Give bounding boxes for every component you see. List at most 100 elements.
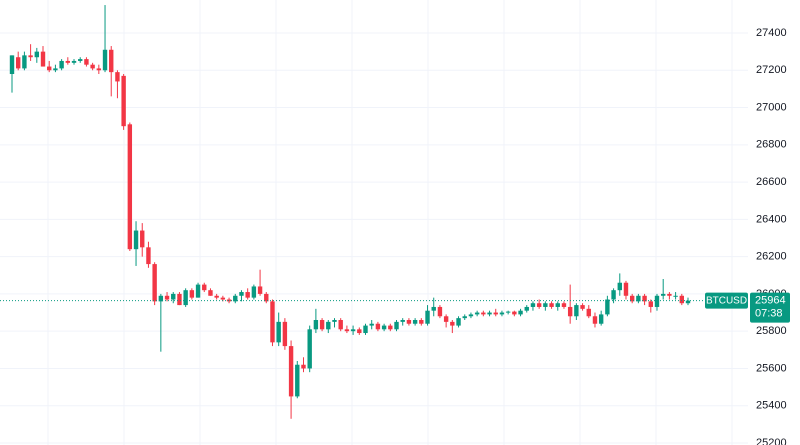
candle-body xyxy=(102,49,108,71)
candle-body xyxy=(40,51,46,67)
candle-body xyxy=(381,325,387,330)
candle-body xyxy=(530,303,536,307)
candle-body xyxy=(344,329,350,332)
y-tick-label: 25600 xyxy=(756,362,787,374)
candle-body xyxy=(288,346,294,397)
candle-body xyxy=(96,68,102,71)
candle-body xyxy=(586,308,591,317)
y-tick-label: 27200 xyxy=(756,64,787,76)
symbol-box xyxy=(705,292,748,309)
price-box xyxy=(750,292,790,323)
candle-body xyxy=(338,320,343,330)
candle-body xyxy=(152,264,157,302)
candle-body xyxy=(183,290,188,306)
candle-body xyxy=(412,320,418,324)
candle-body xyxy=(189,290,195,298)
candle-body xyxy=(9,55,15,74)
candle-body xyxy=(295,364,300,397)
candle-body xyxy=(474,312,480,315)
candle-body xyxy=(667,293,672,296)
candle-body xyxy=(375,323,381,330)
candle-body xyxy=(282,321,288,347)
candle-body xyxy=(574,305,579,317)
candle-body xyxy=(524,306,529,311)
candle-body xyxy=(567,306,573,317)
candle-body xyxy=(499,312,505,315)
candle-body xyxy=(617,282,622,291)
candle-body xyxy=(239,292,244,296)
countdown-label: 07:38 xyxy=(755,308,783,320)
candle-body xyxy=(171,293,176,300)
candle-body xyxy=(549,303,554,307)
candle-body xyxy=(481,312,486,315)
candle-body xyxy=(90,64,95,69)
candle-body xyxy=(177,293,182,306)
candle-body xyxy=(388,325,393,330)
candle-body xyxy=(660,293,666,296)
y-tick-label: 27400 xyxy=(756,27,787,39)
candle-body xyxy=(512,311,517,315)
candle-body xyxy=(257,286,263,294)
y-tick-label: 26400 xyxy=(756,213,787,225)
candle-body xyxy=(326,321,331,330)
candle-body xyxy=(642,295,647,302)
candle-body xyxy=(71,60,77,63)
candle-body xyxy=(251,286,257,298)
candle-body xyxy=(443,316,449,322)
y-tick-label: 25400 xyxy=(756,400,787,412)
candle-body xyxy=(140,230,145,248)
candle-body xyxy=(195,284,201,298)
candle-body xyxy=(654,295,660,307)
candle-body xyxy=(313,320,319,330)
candle-body xyxy=(270,301,275,343)
candle-body xyxy=(456,318,461,326)
candle-body xyxy=(84,59,89,65)
candle-body xyxy=(332,320,337,322)
candle-body xyxy=(16,57,21,69)
candle-body xyxy=(431,306,436,311)
candle-body xyxy=(555,303,560,307)
candle-body xyxy=(505,311,511,313)
candle-body xyxy=(357,329,362,334)
symbol-label: BTCUSD xyxy=(706,295,747,306)
candle-body xyxy=(450,321,455,326)
candle-body xyxy=(47,66,52,71)
y-tick-label: 25800 xyxy=(756,325,787,337)
candle-body xyxy=(561,303,567,307)
candle-body xyxy=(592,316,598,324)
candle-body xyxy=(536,303,542,307)
y-tick-label: 25200 xyxy=(756,437,787,445)
y-tick-label: 26800 xyxy=(756,139,787,151)
candle-body xyxy=(679,295,684,304)
candle-body xyxy=(623,282,629,296)
y-tick-label: 27000 xyxy=(756,101,787,113)
candle-body xyxy=(226,299,232,302)
y-tick-label: 26600 xyxy=(756,176,787,188)
candle-body xyxy=(121,75,126,127)
candle-body xyxy=(78,59,83,61)
candle-body xyxy=(629,295,635,302)
candle-body xyxy=(34,51,40,58)
candle-body xyxy=(611,290,616,300)
candle-body xyxy=(53,68,58,71)
candle-body xyxy=(493,312,498,315)
candle-body xyxy=(307,329,312,369)
candle-body xyxy=(487,312,492,315)
candle-body xyxy=(518,310,523,315)
candle-body xyxy=(220,297,226,300)
candle-body xyxy=(146,247,151,265)
candle-body xyxy=(605,299,610,315)
candle-body xyxy=(28,55,33,58)
candle-body xyxy=(350,329,356,332)
candle-body xyxy=(363,325,368,334)
candle-body xyxy=(164,295,170,300)
candle-body xyxy=(648,301,653,307)
candle-body xyxy=(673,295,678,297)
candle-body xyxy=(109,49,114,73)
candle-body xyxy=(319,320,325,330)
candle-body xyxy=(301,364,306,369)
candle-body xyxy=(276,321,281,343)
candle-body xyxy=(208,290,213,296)
candle-body xyxy=(158,295,164,302)
